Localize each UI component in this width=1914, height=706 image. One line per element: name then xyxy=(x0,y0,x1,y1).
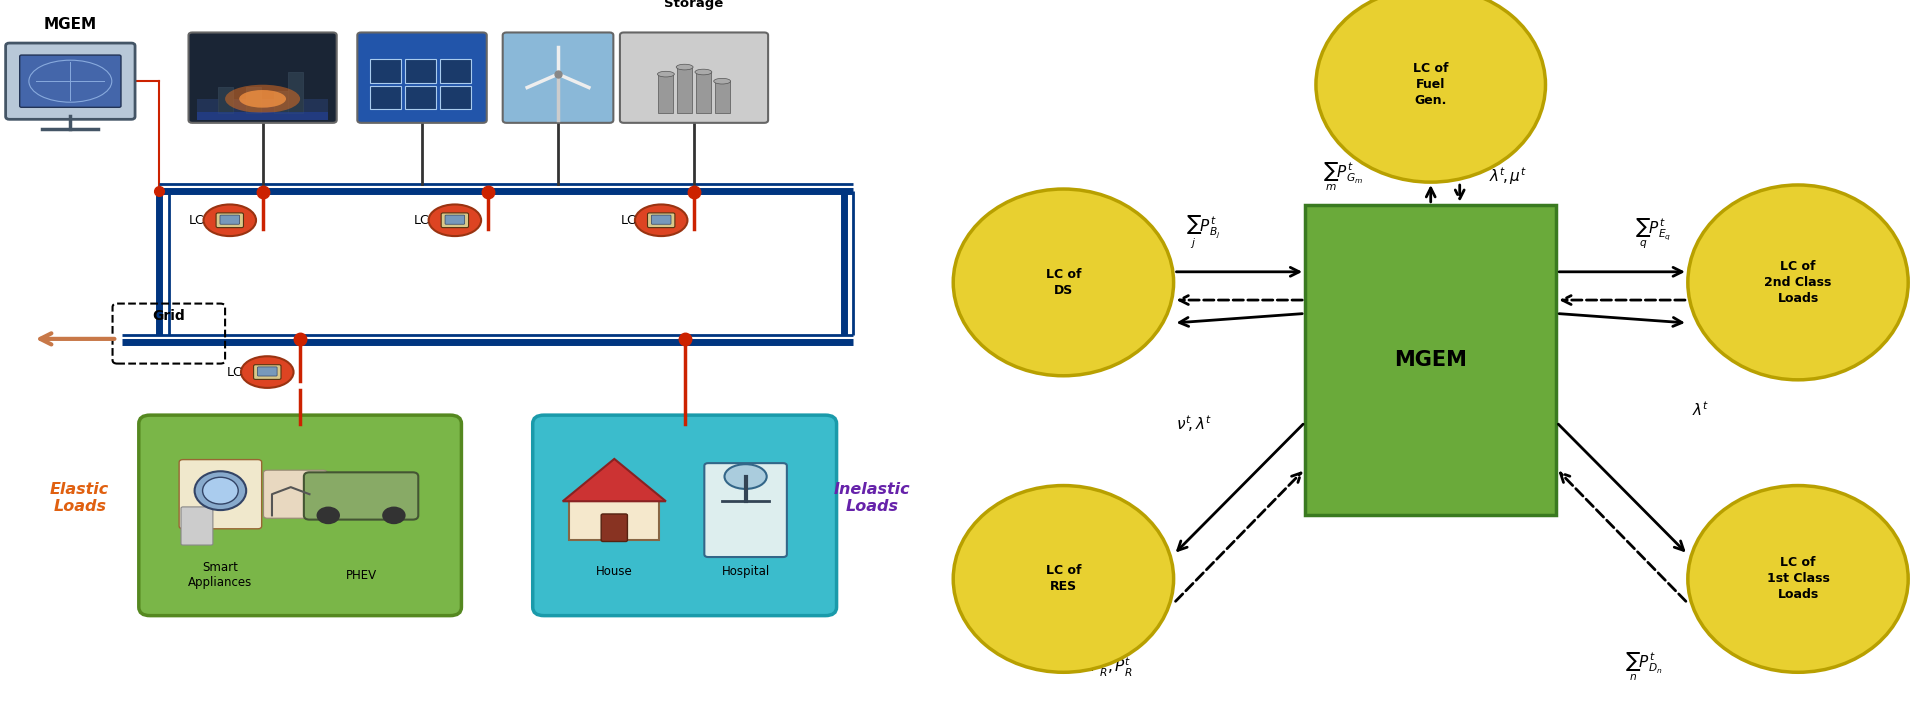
Ellipse shape xyxy=(1688,185,1908,380)
Text: Smart
Appliances: Smart Appliances xyxy=(188,561,253,590)
Text: LC of
DS: LC of DS xyxy=(1045,268,1081,297)
Ellipse shape xyxy=(695,69,712,75)
Bar xyxy=(197,112,329,120)
Text: LC: LC xyxy=(620,214,635,227)
FancyBboxPatch shape xyxy=(1305,205,1556,515)
Text: $\nu^t\!, \lambda^t$: $\nu^t\!, \lambda^t$ xyxy=(1175,413,1212,434)
FancyBboxPatch shape xyxy=(358,32,486,123)
FancyBboxPatch shape xyxy=(220,215,239,225)
FancyBboxPatch shape xyxy=(446,215,465,225)
Text: Hospital: Hospital xyxy=(722,566,769,578)
Ellipse shape xyxy=(429,205,480,236)
Ellipse shape xyxy=(203,205,256,236)
Text: $\sum_n P^t_{D_n}$: $\sum_n P^t_{D_n}$ xyxy=(1625,651,1661,683)
Bar xyxy=(678,67,693,113)
FancyBboxPatch shape xyxy=(253,365,281,379)
FancyBboxPatch shape xyxy=(140,415,461,616)
Bar xyxy=(274,64,289,113)
Ellipse shape xyxy=(203,477,237,504)
Bar xyxy=(197,99,329,120)
FancyBboxPatch shape xyxy=(704,463,787,557)
Ellipse shape xyxy=(1688,486,1908,672)
Bar xyxy=(658,74,674,113)
Bar xyxy=(697,72,710,113)
FancyBboxPatch shape xyxy=(19,55,121,107)
Text: $\lambda^t$: $\lambda^t$ xyxy=(1692,400,1709,419)
FancyBboxPatch shape xyxy=(532,415,836,616)
Ellipse shape xyxy=(635,205,687,236)
Ellipse shape xyxy=(676,64,693,70)
Ellipse shape xyxy=(241,357,293,388)
Text: House: House xyxy=(595,566,634,578)
Bar xyxy=(371,86,402,109)
Text: $\sum_m P^t_{G_m}$: $\sum_m P^t_{G_m}$ xyxy=(1323,160,1363,193)
Ellipse shape xyxy=(725,465,768,489)
Text: Elastic
Loads: Elastic Loads xyxy=(50,481,109,514)
Text: LC: LC xyxy=(189,214,205,227)
Polygon shape xyxy=(563,459,666,501)
Text: Energy
Storage: Energy Storage xyxy=(664,0,723,11)
Ellipse shape xyxy=(226,85,300,113)
Text: MGEM: MGEM xyxy=(44,17,98,32)
Ellipse shape xyxy=(195,472,247,510)
Bar xyxy=(406,86,436,109)
FancyBboxPatch shape xyxy=(601,514,628,542)
Text: LC of
Fuel
Gen.: LC of Fuel Gen. xyxy=(1413,62,1449,107)
FancyBboxPatch shape xyxy=(503,32,612,123)
FancyBboxPatch shape xyxy=(258,367,278,376)
Bar xyxy=(440,59,471,83)
Bar xyxy=(714,81,729,113)
Bar xyxy=(440,86,471,109)
Text: $\sum_j P^t_{B_j}$: $\sum_j P^t_{B_j}$ xyxy=(1187,215,1221,251)
Text: LC of
RES: LC of RES xyxy=(1045,564,1081,594)
Bar xyxy=(406,59,436,83)
FancyBboxPatch shape xyxy=(304,472,419,520)
Ellipse shape xyxy=(953,189,1173,376)
Bar xyxy=(371,59,402,83)
Text: LC of
2nd Class
Loads: LC of 2nd Class Loads xyxy=(1765,260,1832,305)
Text: Inelastic
Loads: Inelastic Loads xyxy=(835,481,911,514)
FancyBboxPatch shape xyxy=(264,470,327,518)
FancyBboxPatch shape xyxy=(6,43,136,119)
Text: $\sum_q P^t_{E_q}$: $\sum_q P^t_{E_q}$ xyxy=(1635,217,1671,251)
Ellipse shape xyxy=(657,71,674,77)
Text: $\lambda^t\!, \mu^t$: $\lambda^t\!, \mu^t$ xyxy=(1489,166,1527,187)
Text: MGEM: MGEM xyxy=(1393,350,1468,370)
Bar xyxy=(218,88,234,113)
Ellipse shape xyxy=(1317,0,1545,182)
FancyBboxPatch shape xyxy=(440,213,469,227)
FancyBboxPatch shape xyxy=(568,498,658,540)
Ellipse shape xyxy=(316,507,341,524)
FancyBboxPatch shape xyxy=(182,507,212,545)
FancyBboxPatch shape xyxy=(188,32,337,123)
Text: LC of
1st Class
Loads: LC of 1st Class Loads xyxy=(1767,556,1830,602)
Text: Grid: Grid xyxy=(153,309,186,323)
Bar xyxy=(287,73,302,113)
Ellipse shape xyxy=(714,78,731,84)
Text: PHEV: PHEV xyxy=(346,569,377,582)
Text: LC: LC xyxy=(413,214,431,227)
Ellipse shape xyxy=(383,507,406,524)
FancyBboxPatch shape xyxy=(647,213,676,227)
FancyBboxPatch shape xyxy=(651,215,672,225)
Text: $P^t_R, \tilde{P}^t_R$: $P^t_R, \tilde{P}^t_R$ xyxy=(1091,655,1133,679)
FancyBboxPatch shape xyxy=(216,213,243,227)
Bar xyxy=(245,88,260,113)
Ellipse shape xyxy=(239,90,285,107)
FancyBboxPatch shape xyxy=(180,460,262,529)
Ellipse shape xyxy=(953,486,1173,672)
Text: LC: LC xyxy=(226,366,243,378)
FancyBboxPatch shape xyxy=(620,32,768,123)
